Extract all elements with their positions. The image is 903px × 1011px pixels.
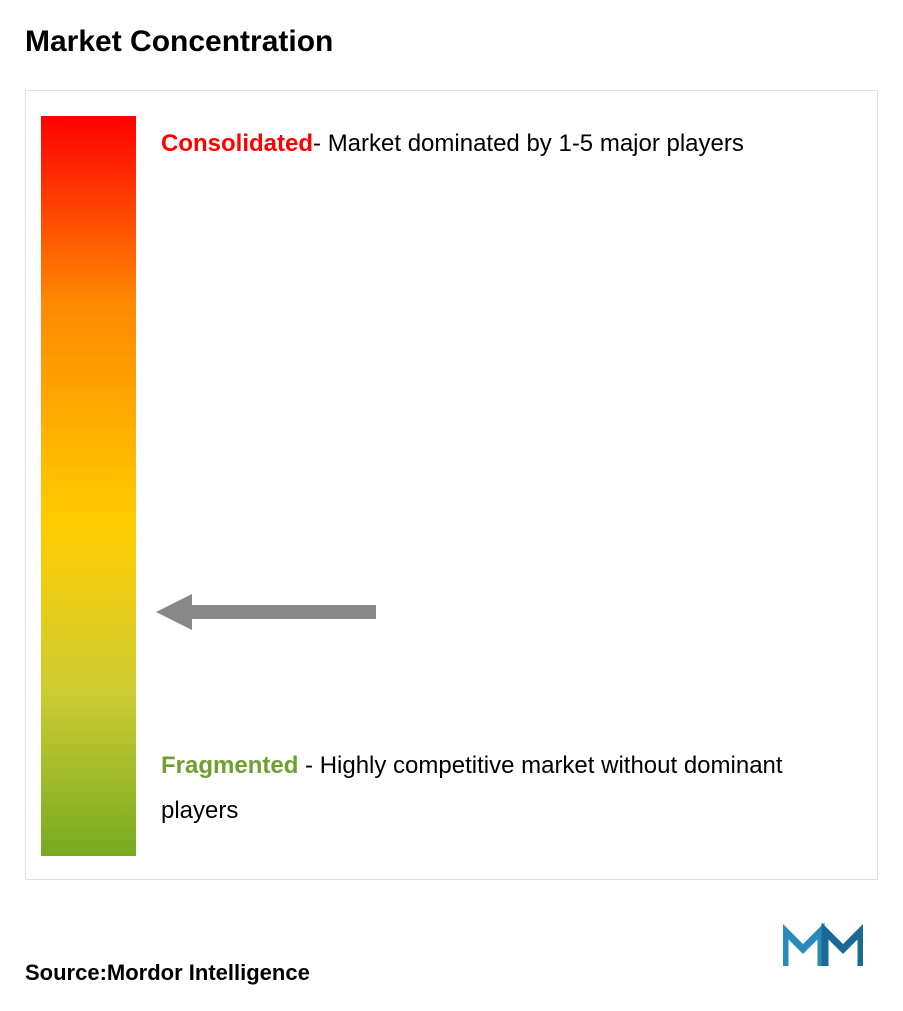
fragmented-key: Fragmented (161, 752, 298, 779)
consolidated-separator: - (313, 130, 328, 157)
gradient-bar-icon (41, 116, 136, 856)
fragmented-separator: - (298, 752, 319, 779)
page-title: Market Concentration (25, 25, 333, 59)
mordor-logo-icon (783, 921, 863, 971)
consolidated-label: Consolidated- Market dominated by 1-5 ma… (161, 121, 841, 167)
pointer-arrow-icon (156, 594, 376, 630)
concentration-chart: Consolidated- Market dominated by 1-5 ma… (25, 90, 878, 880)
source-attribution: Source:Mordor Intelligence (25, 960, 310, 986)
consolidated-key: Consolidated (161, 130, 313, 157)
fragmented-label: Fragmented - Highly competitive market w… (161, 743, 841, 834)
consolidated-description: Market dominated by 1-5 major players (328, 130, 744, 157)
